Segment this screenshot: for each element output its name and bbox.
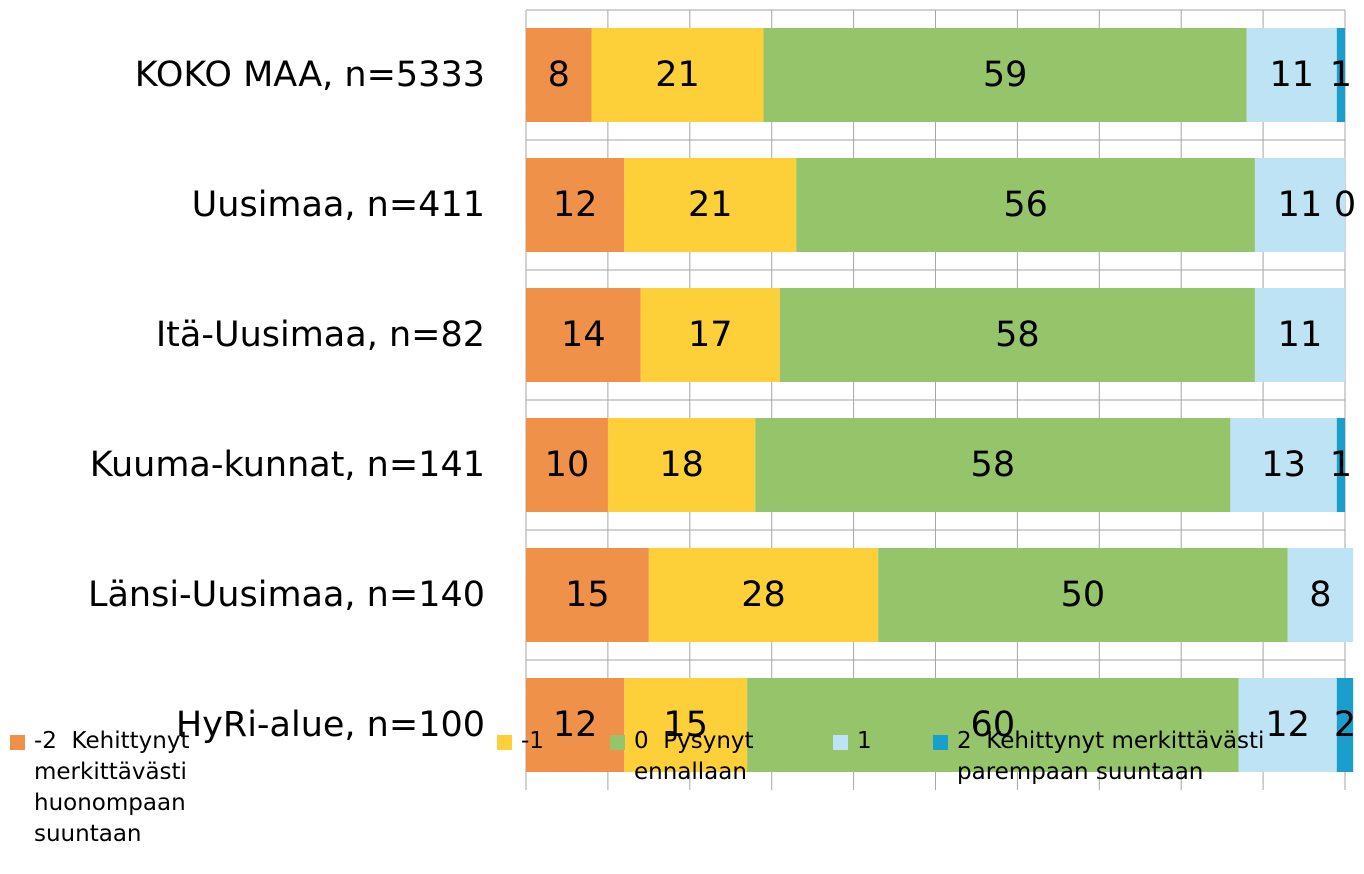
- legend-label: -1: [521, 728, 544, 754]
- category-label: Kuuma-kunnat, n=141: [90, 445, 485, 485]
- legend-label: 1: [857, 728, 872, 754]
- data-label: 59: [983, 55, 1028, 95]
- legend-swatch: [933, 735, 948, 750]
- data-label: 12: [553, 185, 598, 225]
- bar-segment: [526, 158, 625, 252]
- data-label: 8: [548, 55, 570, 95]
- bar-segment: [1254, 288, 1345, 382]
- legend-item: 0 Pysynyt ennallaan: [610, 726, 780, 788]
- data-label: 12: [553, 705, 598, 745]
- data-label: 28: [741, 575, 786, 615]
- data-label: 11: [1269, 55, 1314, 95]
- bar-segment: [526, 548, 649, 642]
- data-label: 12: [1265, 705, 1310, 745]
- data-label: 21: [688, 185, 733, 225]
- bar-segment: [1336, 678, 1354, 772]
- bar-segment: [624, 158, 797, 252]
- data-label: 10: [545, 445, 590, 485]
- bar-segment: [607, 418, 756, 512]
- data-label: 60: [971, 705, 1016, 745]
- data-label: 11: [1278, 315, 1323, 355]
- bar-segment: [1287, 548, 1354, 642]
- bar-segment: [878, 548, 1288, 642]
- legend-swatch: [10, 735, 25, 750]
- legend-label: 2 Kehittynyt merkittävästi parempaan suu…: [957, 728, 1272, 785]
- category-label: Itä-Uusimaa, n=82: [156, 315, 485, 355]
- legend-item: -2 Kehittynyt merkittävästi huonompaan s…: [10, 726, 270, 850]
- data-label: 15: [663, 705, 708, 745]
- legend-label: 0 Pysynyt ennallaan: [634, 728, 761, 785]
- category-label: Uusimaa, n=411: [192, 185, 485, 225]
- legend-swatch: [833, 735, 848, 750]
- data-label: 18: [659, 445, 704, 485]
- bar-segment: [1254, 158, 1345, 252]
- category-label: Länsi-Uusimaa, n=140: [88, 575, 485, 615]
- bar-segment: [1238, 678, 1337, 772]
- legend-swatch: [497, 735, 512, 750]
- bar-segment: [526, 418, 608, 512]
- category-label: HyRi-alue, n=100: [176, 705, 485, 745]
- data-label: 15: [565, 575, 610, 615]
- bar-segment: [526, 288, 641, 382]
- data-label: 17: [688, 315, 733, 355]
- data-label: 11: [1278, 185, 1323, 225]
- data-label: 8: [1309, 575, 1331, 615]
- data-label: 56: [1003, 185, 1048, 225]
- data-label: 21: [655, 55, 700, 95]
- legend-item: 2 Kehittynyt merkittävästi parempaan suu…: [933, 726, 1353, 788]
- bar-segment: [755, 418, 1231, 512]
- legend-item: -1: [497, 726, 587, 757]
- bar-segment: [640, 288, 780, 382]
- bar-segment: [1336, 28, 1345, 122]
- data-label: 58: [971, 445, 1016, 485]
- bar-segment: [747, 678, 1239, 772]
- bar-segment: [1246, 28, 1337, 122]
- bar-segment: [779, 288, 1255, 382]
- legend-item: 1: [833, 726, 923, 757]
- legend-swatch: [610, 735, 625, 750]
- bar-segment: [796, 158, 1255, 252]
- data-label: 0: [1334, 185, 1356, 225]
- data-label: 2: [1334, 705, 1356, 745]
- category-label: KOKO MAA, n=5333: [135, 55, 485, 95]
- data-label: 14: [561, 315, 606, 355]
- data-label: 1: [1330, 55, 1352, 95]
- data-label: 58: [995, 315, 1040, 355]
- bar-segment: [648, 548, 879, 642]
- data-label: 13: [1261, 445, 1306, 485]
- legend-label: -2 Kehittynyt merkittävästi huonompaan s…: [34, 728, 197, 847]
- bar-segment: [526, 678, 625, 772]
- bar-segment: [624, 678, 748, 772]
- bar-segment: [1230, 418, 1337, 512]
- bar-segment: [591, 28, 764, 122]
- bar-segment: [763, 28, 1247, 122]
- data-label: 50: [1061, 575, 1106, 615]
- bar-segment: [526, 28, 592, 122]
- bar-segment: [1336, 418, 1345, 512]
- data-label: 1: [1330, 445, 1352, 485]
